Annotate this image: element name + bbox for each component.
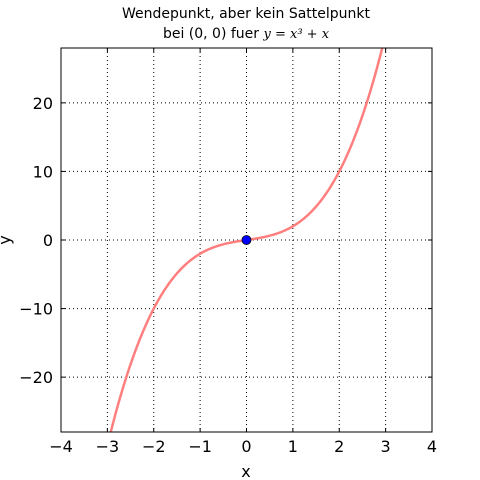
grid <box>61 48 432 432</box>
x-tick-label: 4 <box>427 437 437 456</box>
y-tick-label: 10 <box>33 162 53 181</box>
x-tick-label: −4 <box>49 437 73 456</box>
x-tick-label: −3 <box>96 437 120 456</box>
x-tick-label: 2 <box>334 437 344 456</box>
inflection-point-marker <box>241 235 252 245</box>
x-tick-label: 3 <box>381 437 391 456</box>
x-axis-label: x <box>241 462 250 480</box>
y-tick-label: −20 <box>19 368 53 387</box>
x-tick-label: 1 <box>288 437 298 456</box>
chart-title-line-1: Wendepunkt, aber kein Sattelpunkt <box>122 6 371 22</box>
chart-title-equation: y = x³ + x <box>263 27 330 42</box>
chart-title-prefix: bei (0, 0) fuer <box>163 26 264 42</box>
chart-title-line-2: bei (0, 0) fuer y = x³ + x <box>163 26 330 42</box>
x-tick-label: −2 <box>142 437 166 456</box>
y-tick-label: 20 <box>33 94 53 113</box>
x-tick-label: −1 <box>188 437 212 456</box>
x-tick-label: 0 <box>241 437 251 456</box>
y-tick-label: −10 <box>19 300 53 319</box>
y-axis-label: y <box>0 235 14 244</box>
plot-area <box>109 48 384 432</box>
y-tick-label: 0 <box>43 231 53 250</box>
